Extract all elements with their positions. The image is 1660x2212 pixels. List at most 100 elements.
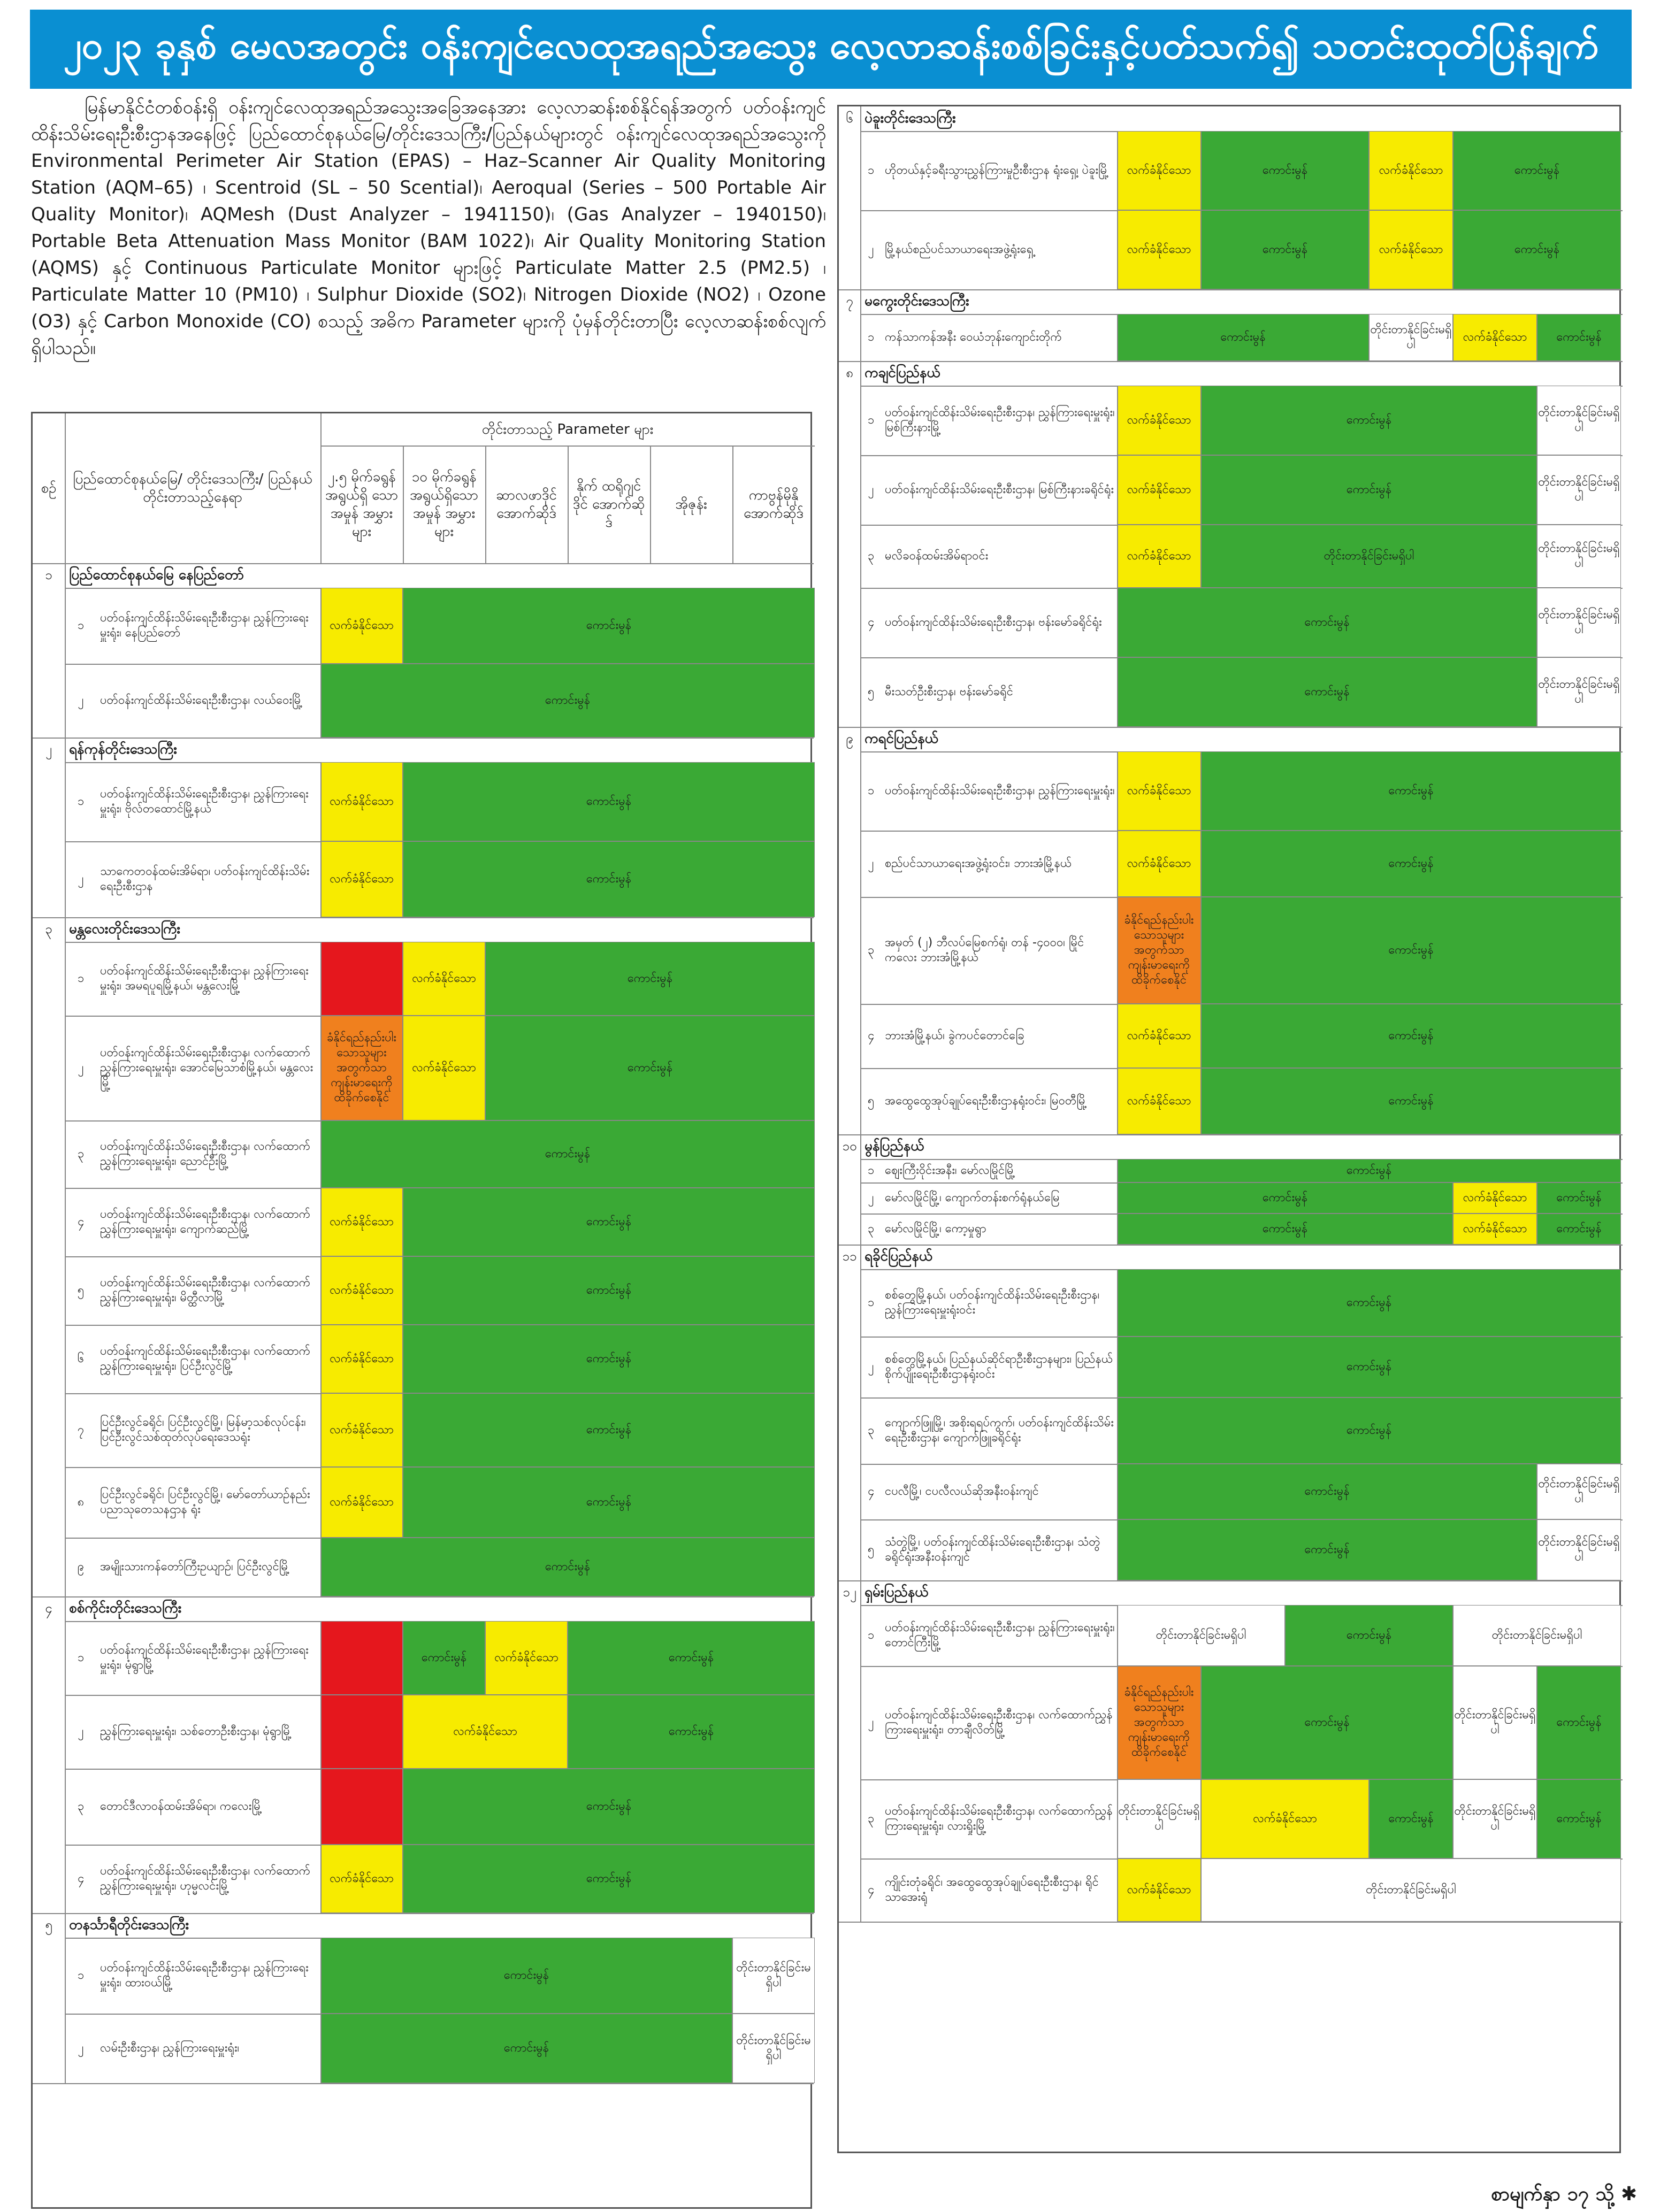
site-name: ပတ်ဝန်းကျင်ထိန်းသိမ်းရေးဦးစီးဌာန၊ လယ်ဝေး… <box>100 694 303 707</box>
site-number: ၁ <box>77 618 85 632</box>
status-cell-moderate: လက်ခံနိုင်သော <box>403 1695 568 1769</box>
site-number: ၇ <box>77 1423 85 1437</box>
site-name: ပတ်ဝန်းကျင်ထိန်းသိမ်းရေးဦးစီးဌာန၊ လက်ထော… <box>100 1140 311 1168</box>
region-name: မန္တလေးတိုင်းဒေသကြီး <box>69 920 180 937</box>
status-cell-moderate: လက်ခံနိုင်သော <box>1453 1182 1537 1213</box>
region-number: ၈ <box>846 365 853 380</box>
region-number: ၄ <box>45 1601 52 1616</box>
status-cell-good: ကောင်းမွန် <box>1201 210 1369 289</box>
site-number: ၉ <box>77 1560 85 1573</box>
divider <box>320 1393 322 1467</box>
status-cell-good: ကောင်းမွန် <box>403 1393 815 1467</box>
divider <box>1117 1269 1118 1337</box>
site-name: တောင်ဒီလာဝန်ထမ်းအိမ်ရာ၊ ကလေးမြို့ <box>100 1800 263 1813</box>
divider <box>320 1538 322 1596</box>
divider <box>1117 1779 1118 1858</box>
divider <box>1117 1858 1118 1922</box>
status-cell-good: ကောင်းမွန် <box>1201 1004 1621 1068</box>
status-cell-good: ကောင်းမွန် <box>1537 1666 1621 1779</box>
region-name: တနင်္သာရီတိုင်းဒေသကြီး <box>69 1916 189 1933</box>
divider <box>1117 588 1118 657</box>
status-cell-good: ကောင်းမွန် <box>1453 210 1621 289</box>
site-number: ၅ <box>867 685 875 698</box>
status-cell-good: ကောင်းမွန် <box>320 1120 815 1188</box>
status-cell-good: ကောင်းမွန် <box>1117 1464 1537 1519</box>
site-name: ငပလီမြို့၊ ငပလီလယ်ဆိုအနီးဝန်းကျင် <box>885 1485 1039 1498</box>
site-number: ၈ <box>77 1495 85 1509</box>
site-number: ၁ <box>867 784 875 797</box>
status-cell-moderate: လက်ခံနိုင်သော <box>1117 455 1201 525</box>
divider <box>65 413 66 563</box>
region-name: ရှမ်းပြည်နယ် <box>865 1584 929 1600</box>
divider <box>1117 897 1118 1004</box>
intro-paragraph: မြန်မာနိုင်ငံတစ်ဝန်းရှိ ဝန်းကျင်လေထုအရည်… <box>31 97 826 359</box>
status-cell-unhealthy <box>320 1695 403 1769</box>
divider <box>1117 1159 1118 1182</box>
status-cell-good: ကောင်းမွန် <box>1537 1779 1621 1858</box>
status-cell-good: ကောင်းမွန် <box>1537 1182 1621 1213</box>
site-number: ၄ <box>77 1871 85 1885</box>
status-cell-good: ကောင်းမွန် <box>403 1621 485 1695</box>
site-name: ပတ်ဝန်းကျင်ထိန်းသိမ်းရေးဦးစီးဌာန၊ လက်ထော… <box>100 1276 311 1304</box>
site-name: ဘားအံမြို့နယ်၊ ခွဲကပင်တောင်ခြေ <box>885 1029 1024 1042</box>
divider <box>860 361 861 727</box>
header-pm25: ၂.၅ မိုက်ခရွန် အရွယ်ရှိ သော အမှုန် အမွှာ… <box>325 469 399 540</box>
status-cell-good: ကောင်းမွန် <box>1117 1397 1621 1464</box>
status-cell-good: ကောင်းမွန် <box>320 664 815 738</box>
site-name: ပတ်ဝန်းကျင်ထိန်းသိမ်းရေးဦးစီးဌာန၊ ဗန်းမေ… <box>885 616 1102 629</box>
site-name: ကန်သာကန်အနီး ဝေယံဘုန်းကျောင်းတိုက် <box>885 331 1062 344</box>
site-name: စည်ပင်သာယာရေးအဖွဲ့ရုံးဝင်း၊ ဘားအံမြို့နယ… <box>885 857 1072 870</box>
continued-note: စာမျက်နှာ ၁၇ သို့ ✱ <box>1490 2183 1637 2205</box>
region-number: ၂ <box>45 742 52 757</box>
divider <box>65 1596 66 1913</box>
divider <box>650 446 651 563</box>
status-cell-moderate: လက်ခံနိုင်သော <box>320 1325 403 1393</box>
divider <box>320 1256 322 1325</box>
status-cell-moderate: လက်ခံနိုင်သော <box>320 588 403 664</box>
site-number: ၂ <box>78 2041 84 2055</box>
status-cell-no_measure: တိုင်းတာနိုင်ခြင်းမရှိပါ <box>1537 386 1621 455</box>
divider <box>65 563 66 738</box>
divider <box>839 1580 1623 1581</box>
status-cell-moderate: လက်ခံနိုင်သော <box>320 1845 403 1913</box>
site-number: ၄ <box>867 1028 875 1042</box>
site-number: ၂ <box>868 1360 874 1373</box>
status-cell-unhealthy <box>320 942 403 1016</box>
region-name: ပဲခူးတိုင်းဒေသကြီး <box>865 110 956 126</box>
site-name: မော်လမြိုင်မြို့၊ ကျောက်တန်းစက်ရုံနယ်မြေ <box>885 1191 1060 1204</box>
status-cell-good: ကောင်းမွန် <box>1117 1159 1621 1182</box>
site-name: သာကေတဝန်ထမ်းအိမ်ရာ၊ ပတ်ဝန်းကျင်ထိန်းသိမ်… <box>100 865 310 893</box>
divider <box>320 762 322 841</box>
site-number: ၁ <box>867 1163 875 1177</box>
divider <box>320 942 322 1016</box>
status-cell-good: ကောင်းမွန် <box>568 1621 815 1695</box>
site-number: ၁ <box>867 413 875 427</box>
divider <box>1117 1213 1118 1245</box>
status-cell-good: ကောင်းမွန် <box>1537 314 1621 361</box>
status-cell-good: ကောင်းမွန် <box>1201 455 1537 525</box>
status-cell-good: ကောင်းမွန် <box>1201 831 1621 897</box>
air-quality-table-right: ၆ ပဲခူးတိုင်းဒေသကြီး၁ ဟိုတယ်နှင့်ခရီးသွားည… <box>837 105 1623 2153</box>
header-no2: နိုက် ထရိုဂျင် ဒိုင် အောက်ဆိုဒ် <box>572 478 645 531</box>
site-name: ကျောက်ဖြူမြို့၊ အစိုးရရပ်ကွက်၊ ပတ်ဝန်းကျ… <box>885 1416 1114 1445</box>
divider <box>860 289 861 361</box>
status-cell-good: ကောင်းမွန် <box>403 588 815 664</box>
status-cell-good: ကောင်းမွန် <box>1117 657 1537 727</box>
site-name: ပတ်ဝန်းကျင်ထိန်းသိမ်းရေးဦးစီးဌာန၊ ညွှန်က… <box>885 406 1115 434</box>
status-cell-no_measure: တိုင်းတာနိုင်ခြင်းမရှိပါ <box>1537 1519 1621 1580</box>
status-cell-no_measure: တိုင်းတာနိုင်ခြင်းမရှိပါ <box>1201 1858 1621 1922</box>
site-name: ပတ်ဝန်းကျင်ထိန်းသိမ်းရေးဦးစီးဌာန၊ လက်ထော… <box>885 1804 1113 1833</box>
divider <box>1117 1666 1118 1779</box>
site-number: ၃ <box>77 1147 85 1161</box>
status-cell-good: ကောင်းမွန် <box>320 2014 732 2083</box>
site-number: ၅ <box>867 1094 875 1108</box>
site-name: ပတ်ဝန်းကျင်ထိန်းသိမ်းရေးဦးစီးဌာန၊ ညွှန်က… <box>100 787 309 816</box>
divider <box>33 738 814 739</box>
status-cell-good: ကောင်းမွန် <box>1117 1182 1453 1213</box>
site-number: ၄ <box>867 1484 875 1498</box>
divider <box>320 1325 322 1393</box>
status-cell-no_measure: တိုင်းတာနိုင်ခြင်းမရှိပါ <box>1537 1464 1621 1519</box>
region-name: ကချင်ပြည်နယ် <box>865 364 940 381</box>
site-name: ဟိုတယ်နှင့်ခရီးသွားညွှန်ကြားမှုဦးစီးဌာန … <box>885 164 1109 177</box>
status-cell-moderate: လက်ခံနိုင်သော <box>403 942 485 1016</box>
